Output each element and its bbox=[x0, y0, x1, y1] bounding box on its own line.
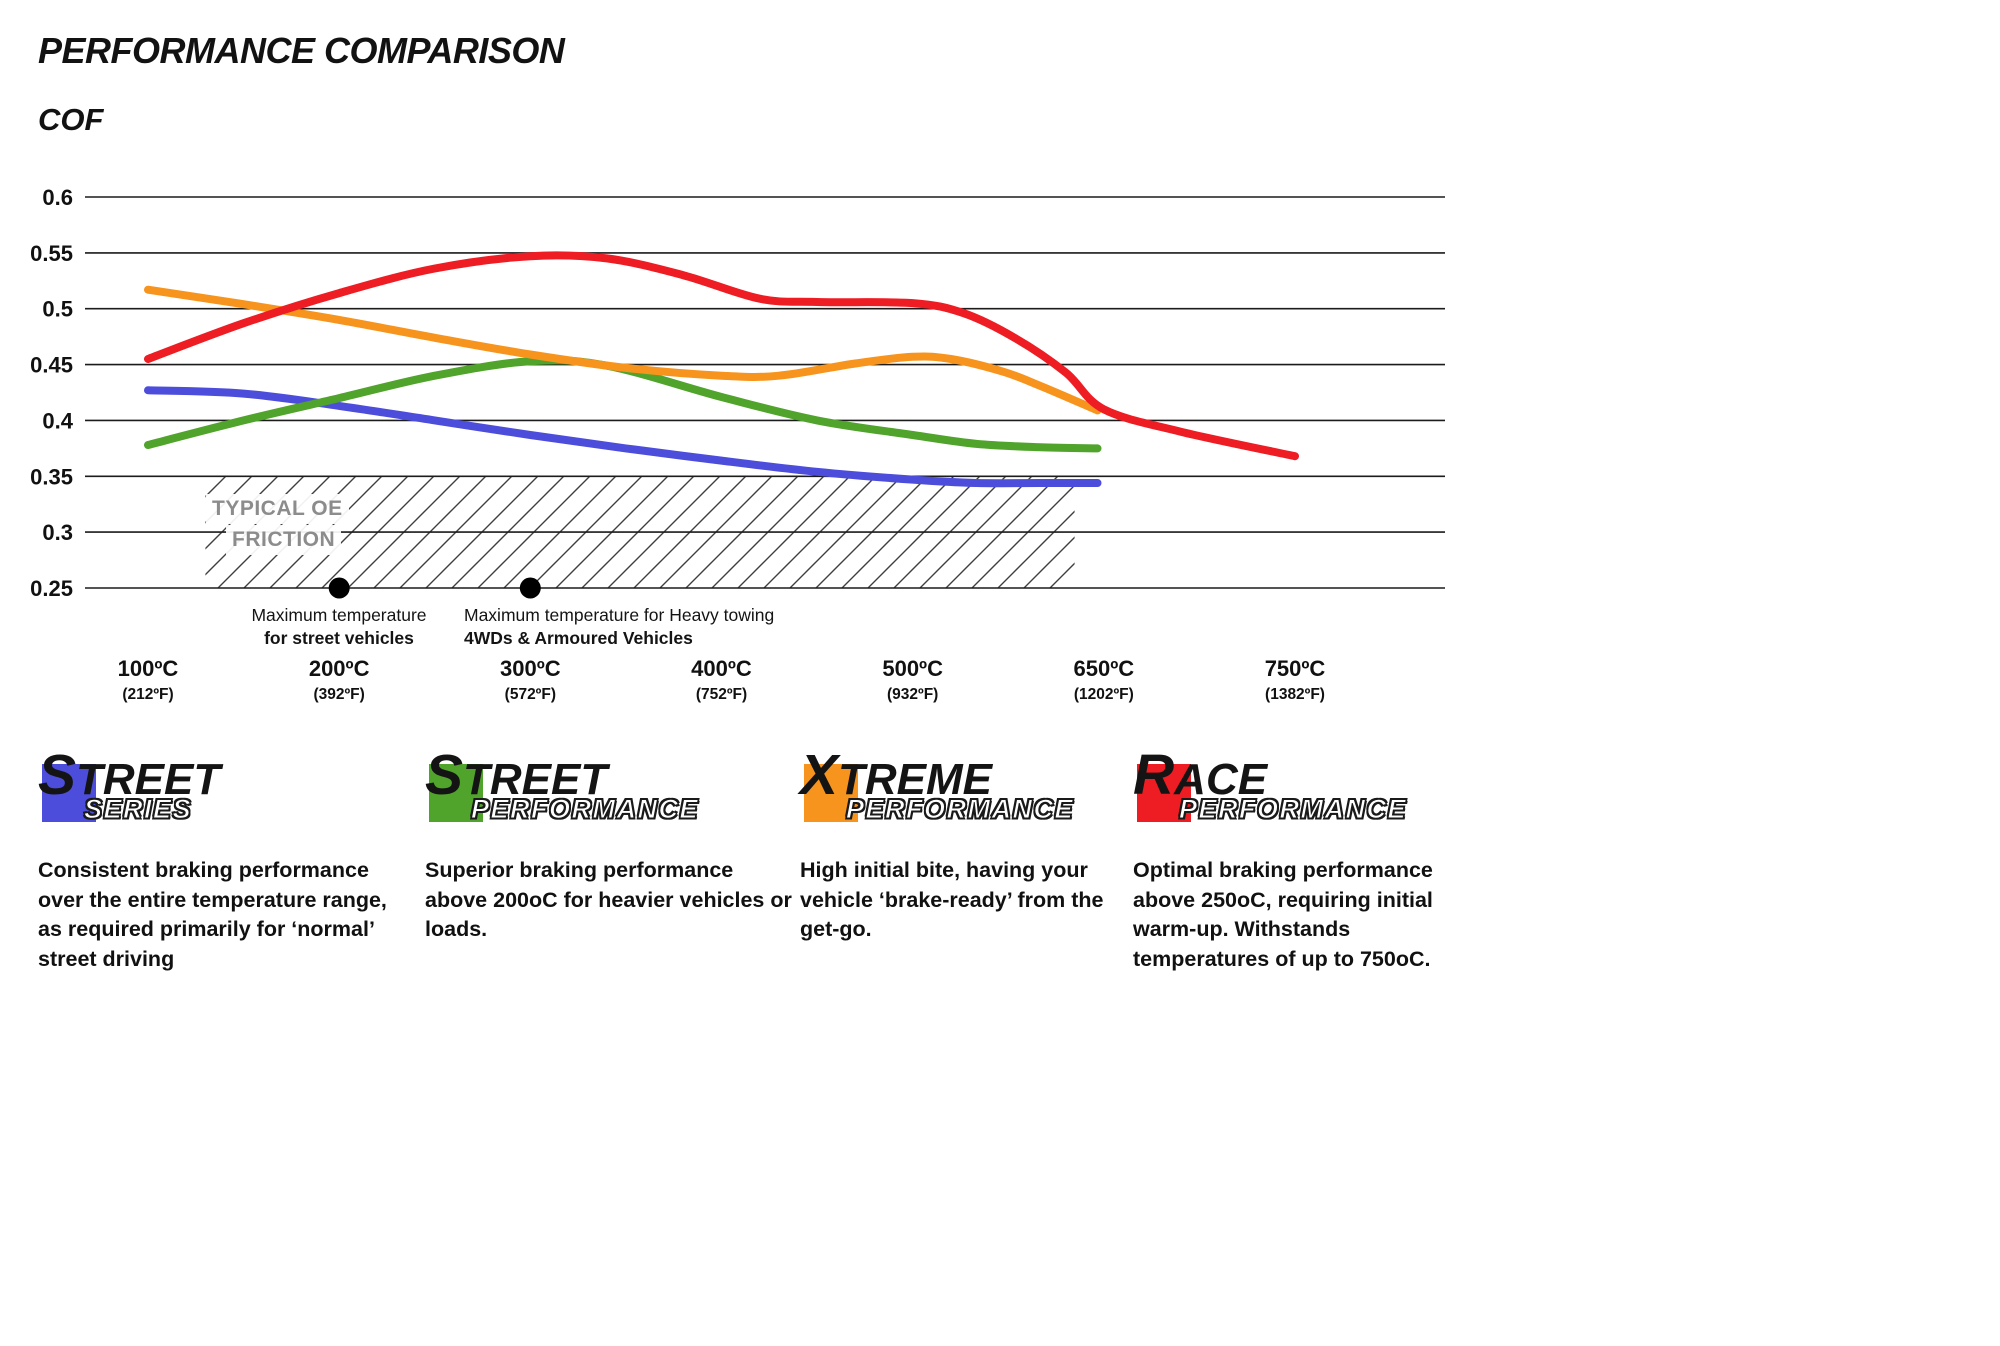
oe-label-line2: FRICTION bbox=[226, 525, 342, 555]
marker-note-line: Maximum temperature for Heavy towing bbox=[464, 605, 775, 625]
marker-note-line-bold: for street vehicles bbox=[264, 628, 414, 648]
y-tick-label: 0.25 bbox=[30, 576, 73, 601]
x-tick-celsius: 750ºC bbox=[1264, 656, 1326, 681]
y-tick-label: 0.3 bbox=[42, 520, 73, 545]
legend-item-xtreme-performance: XTREME PERFORMANCE High initial bite, ha… bbox=[800, 752, 1110, 945]
legend-description: Optimal braking performance above 250oC,… bbox=[1133, 858, 1433, 971]
max-temperature-marker bbox=[328, 577, 350, 599]
legend-series-subname: SERIES bbox=[83, 794, 193, 825]
series-color-square bbox=[804, 764, 858, 822]
x-tick-celsius: 100ºC bbox=[117, 656, 179, 681]
series-color-square bbox=[429, 764, 483, 822]
x-tick-650c: 650ºC (1202ºF) bbox=[1074, 656, 1135, 704]
x-tick-celsius: 500ºC bbox=[882, 656, 943, 681]
series-line-street-series bbox=[144, 386, 1102, 488]
x-tick-fahrenheit: (752ºF) bbox=[695, 686, 748, 703]
legend-series-subname: PERFORMANCE bbox=[470, 794, 700, 825]
marker-note-street-vehicles: Maximum temperature for street vehicles bbox=[251, 604, 426, 650]
x-tick-fahrenheit: (392ºF) bbox=[313, 686, 365, 703]
legend-description: Superior braking performance above 200oC… bbox=[425, 858, 792, 942]
x-tick-celsius: 200ºC bbox=[308, 656, 370, 681]
legend-series-subname: PERFORMANCE bbox=[845, 794, 1075, 825]
oe-friction-label: TYPICAL OE FRICTION bbox=[206, 494, 349, 555]
legend-series-subname: PERFORMANCE bbox=[1178, 794, 1408, 825]
legend-logo: STREET SERIES bbox=[38, 752, 406, 840]
legend-series-name: STREET bbox=[425, 743, 608, 807]
x-tick-fahrenheit: (212ºF) bbox=[122, 686, 174, 703]
legend-item-street-series: STREET SERIES Consistent braking perform… bbox=[38, 752, 406, 975]
marker-note-line-bold: 4WDs & Armoured Vehicles bbox=[464, 628, 693, 648]
y-tick-label: 0.6 bbox=[42, 185, 73, 210]
x-tick-400c: 400ºC (752ºF) bbox=[691, 656, 752, 704]
y-axis-title: COF bbox=[38, 102, 104, 137]
marker-note-line: Maximum temperature bbox=[251, 605, 427, 625]
series-color-square bbox=[1137, 764, 1191, 822]
series-line-race-performance bbox=[144, 251, 1299, 461]
y-tick-label: 0.5 bbox=[42, 297, 73, 322]
y-tick-label: 0.55 bbox=[30, 241, 73, 266]
x-tick-500c: 500ºC (932ºF) bbox=[882, 656, 943, 704]
legend-description: Consistent braking performance over the … bbox=[38, 858, 387, 971]
y-tick-label: 0.4 bbox=[42, 408, 73, 433]
x-tick-celsius: 300ºC bbox=[500, 656, 561, 681]
series-line-xtreme-performance bbox=[144, 285, 1102, 415]
legend-series-name: STREET bbox=[38, 743, 221, 807]
x-tick-fahrenheit: (1382ºF) bbox=[1265, 686, 1325, 703]
max-temperature-marker bbox=[519, 577, 541, 599]
legend-logo: RACE PERFORMANCE bbox=[1133, 752, 1488, 840]
gridlines-and-y-ticks: 0.6 0.55 0.5 0.45 0.4 0.35 0.3 0.25 bbox=[30, 185, 1445, 601]
x-tick-fahrenheit: (572ºF) bbox=[504, 686, 556, 703]
page-title: PERFORMANCE COMPARISON bbox=[38, 30, 565, 71]
legend-series-name: RACE bbox=[1133, 743, 1268, 807]
x-tick-300c: 300ºC (572ºF) bbox=[500, 656, 561, 704]
legend-item-race-performance: RACE PERFORMANCE Optimal braking perform… bbox=[1133, 752, 1488, 975]
x-tick-celsius: 650ºC bbox=[1073, 656, 1135, 681]
series-line-street-performance bbox=[144, 356, 1102, 453]
x-tick-100c: 100ºC (212ºF) bbox=[118, 656, 179, 704]
legend-description: High initial bite, having your vehicle ‘… bbox=[800, 858, 1104, 942]
marker-note-heavy-towing: Maximum temperature for Heavy towing 4WD… bbox=[464, 604, 774, 650]
performance-chart: 0.6 0.55 0.5 0.45 0.4 0.35 0.3 0.25 bbox=[30, 185, 1445, 601]
legend-logo: STREET PERFORMANCE bbox=[425, 752, 793, 840]
y-tick-label: 0.35 bbox=[30, 464, 73, 489]
x-tick-750c: 750ºC (1382ºF) bbox=[1265, 656, 1326, 704]
x-tick-celsius: 400ºC bbox=[691, 656, 752, 681]
x-tick-200c: 200ºC (392ºF) bbox=[309, 656, 370, 704]
x-tick-fahrenheit: (1202ºF) bbox=[1073, 686, 1134, 703]
legend-series-name: XTREME bbox=[800, 743, 993, 807]
legend-logo: XTREME PERFORMANCE bbox=[800, 752, 1110, 840]
oe-label-line1: TYPICAL OE bbox=[206, 494, 349, 524]
series-color-square bbox=[42, 764, 96, 822]
x-axis: 100ºC (212ºF) 200ºC (392ºF) 300ºC (572ºF) 400º… bbox=[0, 656, 1500, 716]
legend-item-street-performance: STREET PERFORMANCE Superior braking perf… bbox=[425, 752, 793, 945]
x-tick-fahrenheit: (932ºF) bbox=[887, 686, 939, 703]
y-tick-label: 0.45 bbox=[30, 353, 73, 378]
